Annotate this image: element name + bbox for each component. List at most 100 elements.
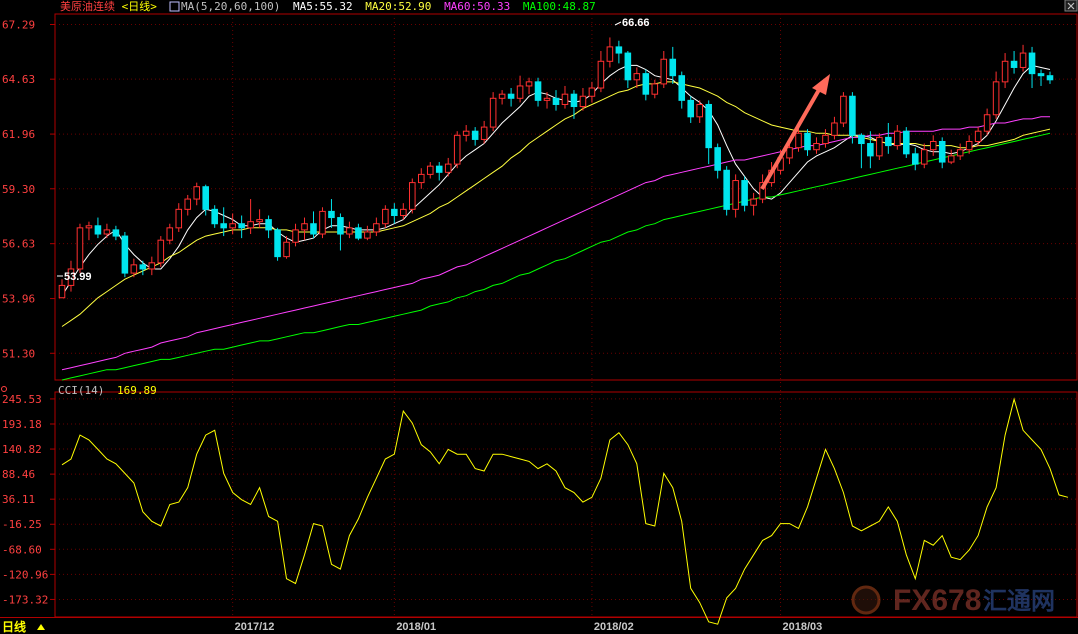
candle-body xyxy=(786,147,793,159)
candle-body xyxy=(193,186,201,200)
candle-body xyxy=(1046,75,1054,81)
candle-body xyxy=(615,46,623,54)
candle xyxy=(983,108,991,136)
candle xyxy=(211,205,218,228)
ma-params: MA(5,20,60,100) xyxy=(181,0,280,13)
date-tick-label: 2018/03 xyxy=(783,621,823,633)
candle-body xyxy=(732,180,739,210)
close-button[interactable] xyxy=(1064,0,1078,12)
candle xyxy=(516,75,524,103)
candle xyxy=(920,143,928,169)
candle-body xyxy=(579,95,587,108)
candle-body xyxy=(184,198,192,210)
candle-body xyxy=(310,223,317,235)
candle-body xyxy=(911,153,919,165)
candle xyxy=(498,90,506,105)
candle-body xyxy=(624,52,632,81)
candle xyxy=(732,174,739,218)
candle-body xyxy=(67,268,75,286)
candle-body xyxy=(947,155,955,163)
candle xyxy=(453,131,461,169)
candle-body xyxy=(965,140,973,151)
candle xyxy=(409,178,416,214)
candle-body xyxy=(202,186,209,210)
cci-tick-label: 36.11 xyxy=(2,493,35,506)
candle xyxy=(606,37,614,68)
ma100-value: MA100:48.87 xyxy=(523,0,596,13)
candle-body xyxy=(1001,60,1009,83)
candle xyxy=(391,203,398,224)
cci-tick-label: -68.60 xyxy=(2,543,42,556)
candle xyxy=(974,127,982,146)
candle-body xyxy=(723,169,730,210)
candle-body xyxy=(498,93,506,99)
candle xyxy=(525,77,533,95)
candle-body xyxy=(974,130,982,142)
trend-arrow-shaft xyxy=(760,87,822,190)
candle xyxy=(750,192,757,216)
watermark-circle-icon xyxy=(851,585,881,615)
cci-header: CCI(14) 169.89 xyxy=(58,384,157,397)
candle xyxy=(265,215,272,239)
candle-body xyxy=(247,221,254,229)
ma-settings-icon[interactable] xyxy=(169,1,180,12)
ma20-value: MA20:52.90 xyxy=(365,0,431,13)
candle-body xyxy=(166,227,174,241)
candle-body xyxy=(328,210,335,219)
cci-axis: 245.53 193.18 140.82 88.46 36.11 -16.25 -68.60… xyxy=(2,393,55,606)
candle xyxy=(220,207,227,237)
candle xyxy=(94,217,102,239)
period-tab[interactable]: 日线 xyxy=(2,619,45,634)
candle xyxy=(633,67,641,89)
candle xyxy=(67,260,75,292)
candle xyxy=(1028,46,1036,89)
candle-body xyxy=(148,262,156,270)
price-tick-label: 61.96 xyxy=(2,128,35,141)
candle-body xyxy=(992,81,1000,116)
period-tab-arrow-icon[interactable] xyxy=(37,624,45,630)
candle xyxy=(471,127,479,146)
candle-body xyxy=(840,95,847,124)
cci-panel-marker-icon xyxy=(1,386,7,392)
candle xyxy=(256,209,263,228)
symbol-name: 美原油连续 xyxy=(60,0,115,13)
candle-body xyxy=(417,173,425,184)
candle-body xyxy=(121,235,129,274)
svg-text:MA(5,20,60,100) MA5:55.32: MA(5,20,60,100) MA5:55.32 MA20:52.90 MA6… xyxy=(181,0,596,13)
candle-body xyxy=(1037,73,1045,77)
candle-body xyxy=(849,95,856,136)
candle xyxy=(319,207,326,239)
candle xyxy=(687,96,695,123)
candle-body xyxy=(813,143,820,151)
candle xyxy=(166,223,174,245)
candle xyxy=(858,133,865,169)
candle xyxy=(947,149,955,165)
candle-body xyxy=(687,99,695,118)
candle xyxy=(310,211,317,239)
candle-body xyxy=(570,93,578,108)
candle-body xyxy=(435,165,443,173)
candle-body xyxy=(885,136,892,147)
price-tick-label: 59.30 xyxy=(2,183,35,196)
candle-body xyxy=(903,130,910,155)
candle xyxy=(1046,71,1054,84)
candlestick-series xyxy=(58,37,1054,299)
candle xyxy=(876,133,883,160)
candle xyxy=(435,162,443,181)
price-header-bg xyxy=(55,0,1065,13)
candle-body xyxy=(283,241,290,258)
low-annotation: 53.99 xyxy=(57,271,92,283)
candle-body xyxy=(938,140,946,163)
candle-body xyxy=(759,182,766,200)
grid-lines xyxy=(55,14,1077,617)
period-tab-label[interactable]: 日线 xyxy=(2,619,26,634)
candle-body xyxy=(94,225,102,235)
candle-body xyxy=(876,136,883,157)
candle xyxy=(480,120,488,144)
candle-body xyxy=(256,219,263,223)
candle-body xyxy=(983,114,991,132)
candle xyxy=(274,227,281,261)
candle xyxy=(894,125,901,150)
date-tick-label: 2017/12 xyxy=(235,621,275,633)
